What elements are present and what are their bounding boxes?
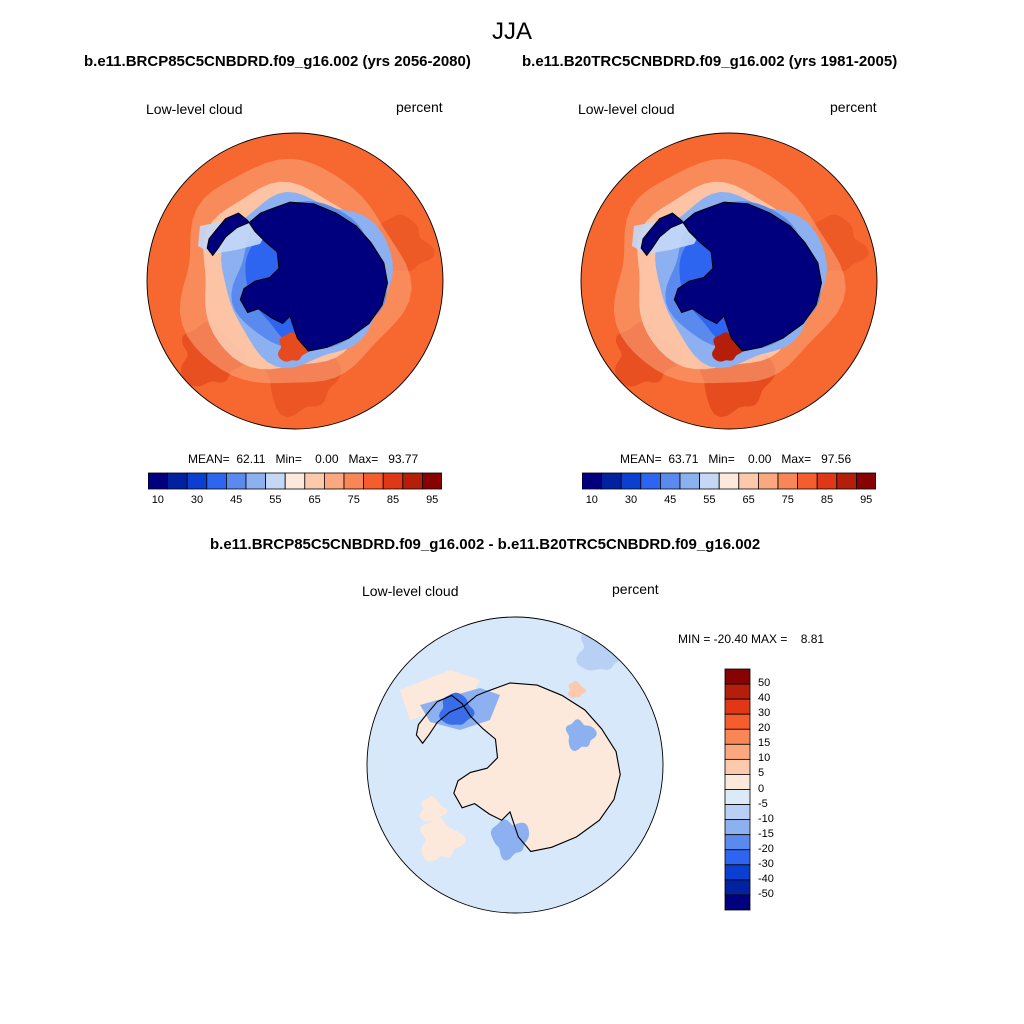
colorbar-swatch xyxy=(226,472,247,490)
diff-polar-map xyxy=(366,616,664,914)
colorbar-swatch xyxy=(855,472,876,490)
colorbar-swatch xyxy=(836,472,857,490)
diff-colorbar-tick-label: -40 xyxy=(758,872,774,885)
colorbar-swatch xyxy=(363,472,384,490)
diff-colorbar-swatch xyxy=(724,804,751,821)
diff-case-title: b.e11.BRCP85C5CNBDRD.f09_g16.002 - b.e11… xyxy=(210,536,761,553)
diff-colorbar-swatch xyxy=(724,849,751,866)
panel2-polar-map xyxy=(580,132,878,430)
colorbar-swatch xyxy=(757,472,779,490)
colorbar-tick-label: 85 xyxy=(386,494,400,506)
colorbar-swatch xyxy=(245,472,267,490)
panel2-stats: MEAN= 63.71 Min= 0.00 Max= 97.56 xyxy=(620,452,852,466)
diff-colorbar-swatch xyxy=(724,774,751,790)
colorbar-swatch xyxy=(402,472,423,490)
colorbar-swatch xyxy=(265,472,286,490)
panel1-left-label: Low-level cloud xyxy=(146,101,243,117)
colorbar-swatch xyxy=(816,472,838,490)
diff-colorbar-swatch xyxy=(724,789,751,805)
diff-colorbar-swatch xyxy=(724,683,751,700)
colorbar-swatch xyxy=(660,472,681,490)
diff-colorbar-tick-label: -20 xyxy=(758,842,774,855)
colorbar-tick-label: 75 xyxy=(781,494,794,506)
diff-colorbar-swatch xyxy=(724,713,751,730)
diff-colorbar-tick-label: 15 xyxy=(758,737,771,750)
diff-colorbar-tick-label: 30 xyxy=(758,707,771,720)
main-title: JJA xyxy=(491,18,532,45)
panel1-case-title: b.e11.BRCP85C5CNBDRD.f09_g16.002 (yrs 20… xyxy=(84,53,471,70)
diff-colorbar-tick-label: 20 xyxy=(758,722,771,735)
diff-colorbar-ticks: 50 40 30 20 15 10 5 0 -5 -10 -15 -20 -30 -40 -50 xyxy=(758,668,798,911)
panel2-right-label: percent xyxy=(830,99,877,115)
colorbar-tick-label: 10 xyxy=(151,494,164,506)
colorbar-swatch xyxy=(206,472,227,490)
diff-left-label: Low-level cloud xyxy=(362,583,459,599)
panel2-left-label: Low-level cloud xyxy=(578,101,675,117)
colorbar-tick-label: 10 xyxy=(585,494,598,506)
panel2-colorbar-ticks: 10 30 45 55 65 75 85 95 xyxy=(582,494,876,510)
colorbar-swatch xyxy=(304,472,325,490)
diff-colorbar-tick-label: -5 xyxy=(758,797,768,810)
colorbar-swatch xyxy=(601,472,622,490)
diff-colorbar-swatch xyxy=(724,864,751,881)
colorbar-swatch xyxy=(582,472,603,490)
diff-colorbar-swatch xyxy=(724,758,751,775)
diff-colorbar-tick-label: 10 xyxy=(758,752,771,765)
colorbar-swatch xyxy=(797,472,818,490)
colorbar-swatch xyxy=(620,472,642,490)
diff-colorbar-swatch xyxy=(724,698,751,715)
colorbar-swatch xyxy=(343,472,365,490)
diff-colorbar xyxy=(724,668,751,911)
panel2-colorbar xyxy=(582,472,876,490)
colorbar-swatch xyxy=(148,472,169,490)
colorbar-swatch xyxy=(186,472,208,490)
diff-stats: MIN = -20.40 MAX = 8.81 xyxy=(678,632,825,646)
colorbar-tick-label: 95 xyxy=(860,494,873,506)
diff-colorbar-swatch xyxy=(724,728,751,745)
panel1-right-label: percent xyxy=(396,99,443,115)
diff-colorbar-swatch xyxy=(724,879,751,896)
colorbar-swatch xyxy=(640,472,661,490)
colorbar-swatch xyxy=(699,472,720,490)
colorbar-swatch xyxy=(738,472,759,490)
diff-colorbar-swatch xyxy=(724,743,751,760)
colorbar-swatch xyxy=(679,472,701,490)
colorbar-swatch xyxy=(421,472,442,490)
colorbar-tick-label: 65 xyxy=(308,494,321,506)
panel1-polar-map xyxy=(146,132,444,430)
colorbar-tick-label: 85 xyxy=(820,494,834,506)
colorbar-tick-label: 30 xyxy=(624,494,638,506)
colorbar-tick-label: 55 xyxy=(269,494,282,506)
colorbar-tick-label: 55 xyxy=(703,494,716,506)
panel1-colorbar-ticks: 10 30 45 55 65 75 85 95 xyxy=(148,494,442,510)
diff-colorbar-tick-label: 0 xyxy=(758,782,765,795)
panel1-colorbar xyxy=(148,472,442,490)
diff-colorbar-swatch xyxy=(724,668,751,685)
colorbar-swatch xyxy=(718,472,740,490)
diff-colorbar-swatch xyxy=(724,834,751,851)
diff-colorbar-tick-label: -15 xyxy=(758,827,774,840)
colorbar-swatch xyxy=(284,472,306,490)
diff-colorbar-tick-label: -30 xyxy=(758,857,774,870)
diff-colorbar-tick-label: 40 xyxy=(758,692,771,705)
diff-colorbar-tick-label: 50 xyxy=(758,677,771,690)
panel2-case-title: b.e11.B20TRC5CNBDRD.f09_g16.002 (yrs 198… xyxy=(522,53,898,70)
panel1-stats: MEAN= 62.11 Min= 0.00 Max= 93.77 xyxy=(188,452,419,466)
colorbar-tick-label: 30 xyxy=(190,494,204,506)
diff-colorbar-swatch xyxy=(724,819,751,836)
colorbar-swatch xyxy=(167,472,188,490)
colorbar-tick-label: 95 xyxy=(426,494,439,506)
colorbar-swatch xyxy=(777,472,799,490)
colorbar-swatch xyxy=(382,472,404,490)
diff-colorbar-swatch xyxy=(724,894,751,911)
colorbar-tick-label: 75 xyxy=(347,494,360,506)
diff-right-label: percent xyxy=(612,581,659,597)
colorbar-tick-label: 45 xyxy=(664,494,677,506)
colorbar-tick-label: 65 xyxy=(742,494,755,506)
diff-colorbar-tick-label: -10 xyxy=(758,812,774,825)
diff-colorbar-tick-label: -50 xyxy=(758,887,774,900)
diff-colorbar-tick-label: 5 xyxy=(758,767,765,780)
colorbar-tick-label: 45 xyxy=(230,494,243,506)
colorbar-swatch xyxy=(323,472,345,490)
